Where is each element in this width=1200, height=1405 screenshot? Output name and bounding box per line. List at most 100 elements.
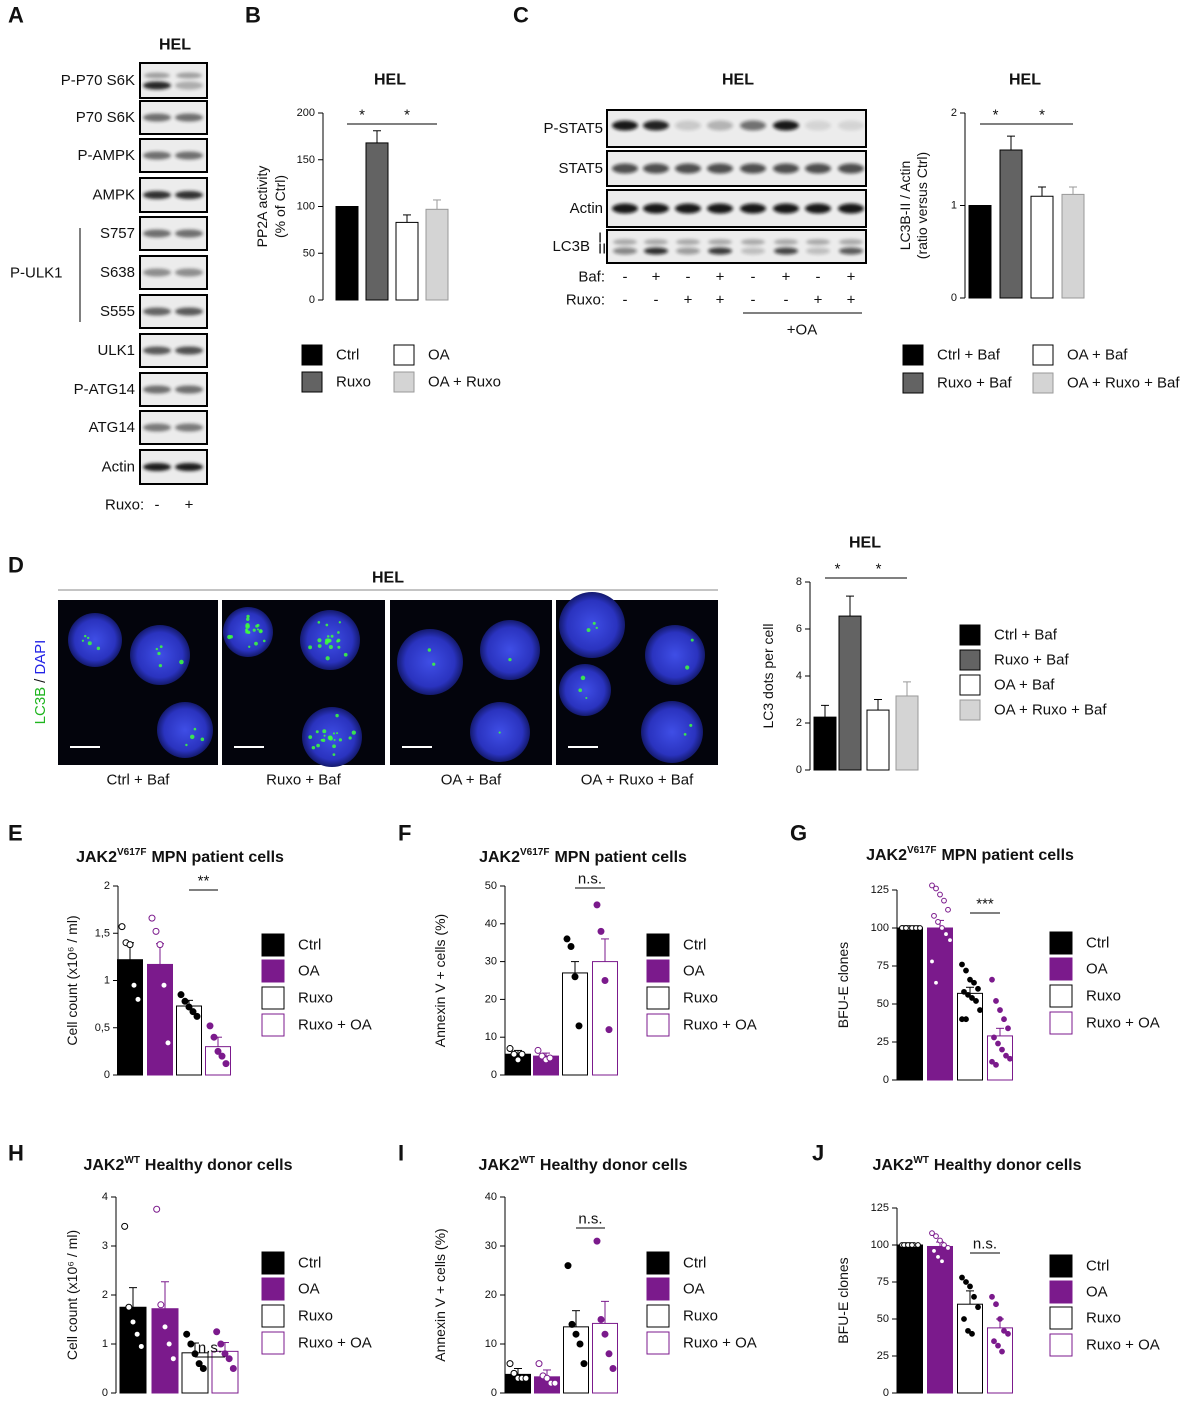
group-label: +OA — [787, 322, 817, 339]
y-tick-label: 0,5 — [95, 1022, 110, 1034]
blot-band — [175, 268, 203, 277]
significance-label: * — [835, 561, 841, 578]
bar — [1030, 195, 1054, 299]
legend-label: OA — [298, 963, 320, 980]
blot-band — [175, 113, 203, 122]
lc3-dot — [316, 743, 320, 748]
nucleus — [559, 664, 611, 716]
legend-label: Ruxo — [298, 990, 333, 1007]
blot-band — [175, 385, 203, 394]
blot-band — [143, 151, 171, 160]
legend-label: Ruxo + OA — [298, 1335, 372, 1352]
blot-band — [143, 463, 171, 471]
data-point — [931, 1248, 937, 1254]
bar — [813, 716, 837, 771]
chart-title: JAK2WT Healthy donor cells — [478, 1155, 687, 1174]
lc3-dot — [322, 729, 327, 734]
error-bar — [1069, 186, 1077, 195]
panel-label: D — [8, 553, 24, 578]
lc3-dot — [325, 656, 330, 661]
lc3-dot — [332, 732, 336, 735]
data-point — [164, 1039, 172, 1047]
legend-label: Ruxo — [1086, 988, 1121, 1005]
lc3-dot — [498, 731, 501, 734]
blot-band — [806, 247, 830, 255]
lc3-dot — [348, 736, 352, 740]
blot-band — [143, 229, 171, 238]
blot-band — [805, 163, 831, 174]
significance-label: ** — [198, 873, 210, 890]
lane-label: + — [185, 497, 194, 514]
blot-band — [773, 163, 799, 174]
legend-swatch — [1049, 1333, 1073, 1357]
data-point — [225, 1355, 233, 1363]
blot-band — [838, 120, 864, 131]
legend-label: Ctrl + Baf — [994, 627, 1058, 644]
data-point — [129, 1318, 137, 1326]
legend-swatch — [646, 1277, 670, 1301]
blot-band — [707, 120, 733, 131]
lc3-dot — [248, 645, 251, 648]
data-point — [991, 1338, 997, 1345]
data-point — [969, 995, 975, 1001]
blot-band — [805, 120, 831, 131]
data-point — [935, 919, 941, 925]
significance-label: n.s. — [198, 1340, 222, 1357]
legend-label: Ruxo + OA — [683, 1335, 757, 1352]
lc3-dot — [83, 634, 87, 638]
error-bar — [874, 699, 882, 711]
legend-swatch — [646, 986, 670, 1010]
legend-swatch — [1049, 1280, 1073, 1304]
data-point — [941, 1242, 947, 1248]
legend-swatch — [646, 1251, 670, 1275]
legend-label: Ruxo + Baf — [937, 375, 1012, 392]
data-point — [933, 885, 939, 892]
blot-band — [675, 203, 701, 214]
data-point — [941, 897, 947, 904]
legend-swatch — [1032, 344, 1054, 366]
lc3-dot — [585, 696, 588, 700]
error-bar — [601, 1300, 609, 1324]
chart-title: JAK2WT Healthy donor cells — [872, 1155, 1081, 1174]
blot-band — [643, 120, 669, 131]
y-tick-label: 0 — [491, 1387, 497, 1399]
data-point — [931, 912, 937, 919]
data-point — [989, 1058, 995, 1065]
title-part: V617F — [117, 847, 146, 858]
legend-swatch — [393, 344, 415, 366]
data-point — [218, 1052, 226, 1060]
title-part: JAK2 — [76, 849, 117, 866]
data-point — [181, 997, 189, 1005]
data-point — [1005, 1025, 1011, 1032]
data-point — [222, 1060, 230, 1068]
panel-label: A — [8, 3, 24, 28]
lc3-dot — [330, 634, 334, 638]
y-axis-label: PP2A activity — [254, 166, 270, 248]
data-point — [935, 1253, 941, 1260]
data-point — [915, 1242, 921, 1248]
lc3-dot — [338, 621, 342, 624]
data-point — [593, 901, 601, 909]
lc3-form-label: I — [598, 230, 602, 247]
title-part: JAK2 — [866, 847, 907, 864]
blot-band — [838, 203, 864, 214]
lc3-dot — [685, 665, 690, 670]
data-point — [995, 1040, 1001, 1047]
data-point — [229, 1365, 237, 1372]
error-bar — [571, 961, 579, 973]
bar — [897, 927, 923, 1081]
data-point — [601, 1330, 609, 1338]
lc3-dot — [86, 636, 90, 640]
blot-row-label: STAT5 — [559, 160, 603, 177]
nucleus — [559, 592, 625, 658]
data-point — [177, 991, 185, 999]
data-point — [937, 1237, 943, 1244]
data-point — [933, 1233, 939, 1240]
blot-band — [707, 203, 733, 214]
legend-swatch — [959, 699, 981, 721]
legend-label: OA — [683, 963, 705, 980]
error-bar — [1007, 135, 1015, 150]
data-point — [961, 988, 967, 995]
data-point — [975, 985, 981, 992]
data-point — [991, 1034, 997, 1041]
